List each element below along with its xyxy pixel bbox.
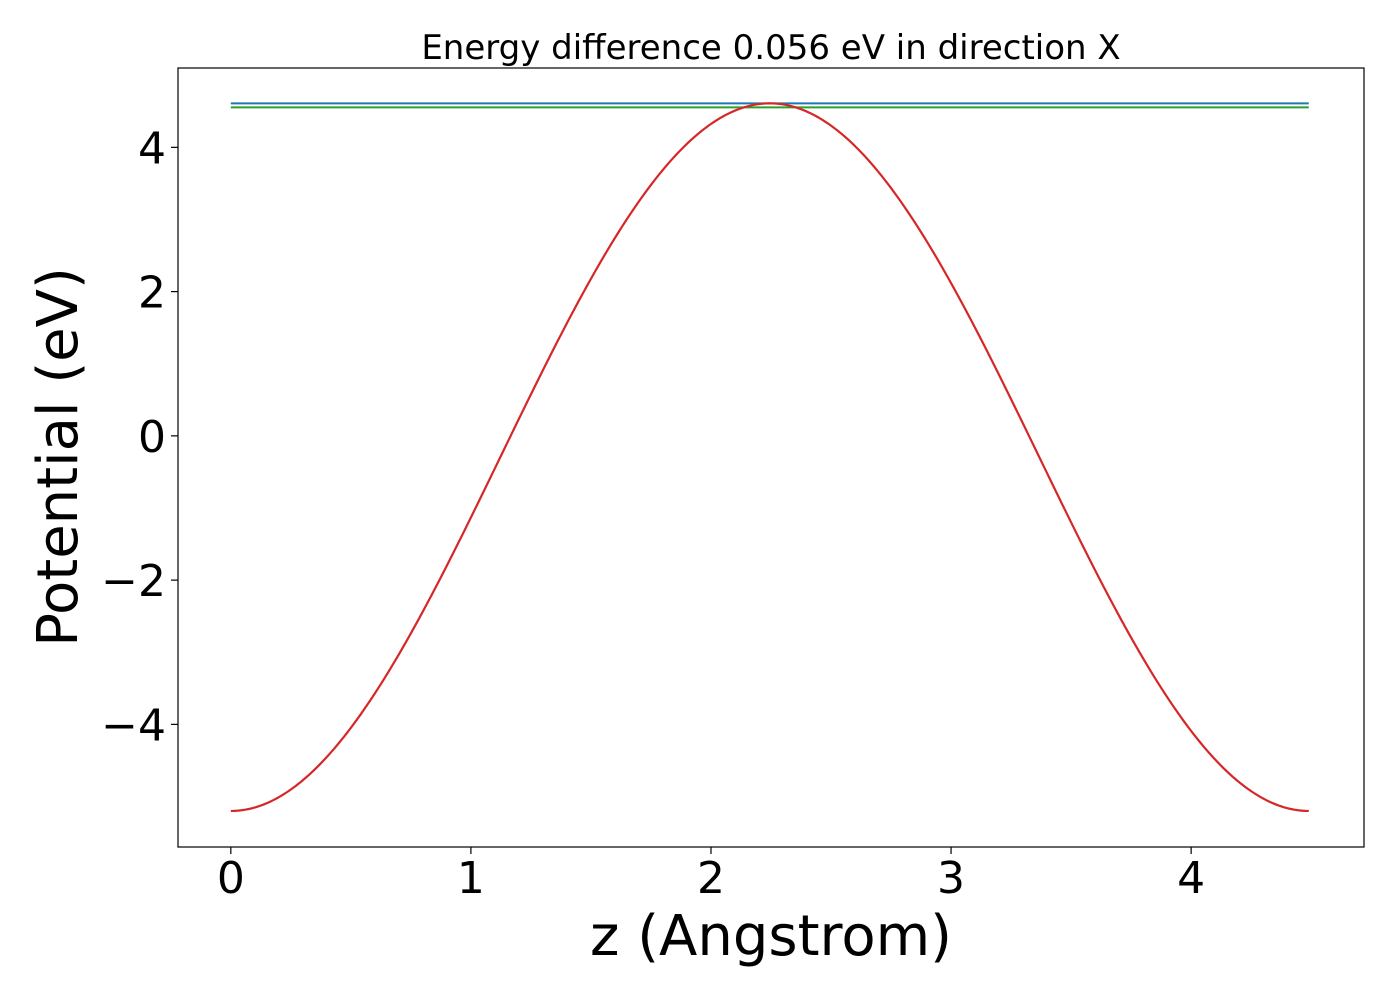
y-axis-label: Potential (eV): [26, 267, 91, 647]
axes-frame: [177, 67, 1365, 848]
x-tick-label: 2: [697, 853, 725, 904]
y-tick-label: 2: [138, 268, 166, 319]
x-tick-label: 3: [937, 853, 965, 904]
plot-area: [230, 102, 1309, 813]
y-tick-label: −2: [101, 556, 166, 607]
y-axis: −4 −2 0 2 4: [101, 123, 178, 751]
y-tick-label: 0: [138, 412, 166, 463]
y-tick-label: 4: [138, 123, 166, 174]
x-tick-label: 0: [217, 853, 245, 904]
x-tick-label: 1: [457, 853, 485, 904]
chart-title: Energy difference 0.056 eV in direction …: [421, 28, 1120, 68]
series-curve-3: [230, 102, 1309, 813]
y-tick-label: −4: [101, 700, 166, 751]
x-axis-label: z (Angstrom): [590, 904, 952, 969]
x-tick-label: 4: [1177, 853, 1205, 904]
x-axis: 0 1 2 3 4: [217, 847, 1205, 904]
